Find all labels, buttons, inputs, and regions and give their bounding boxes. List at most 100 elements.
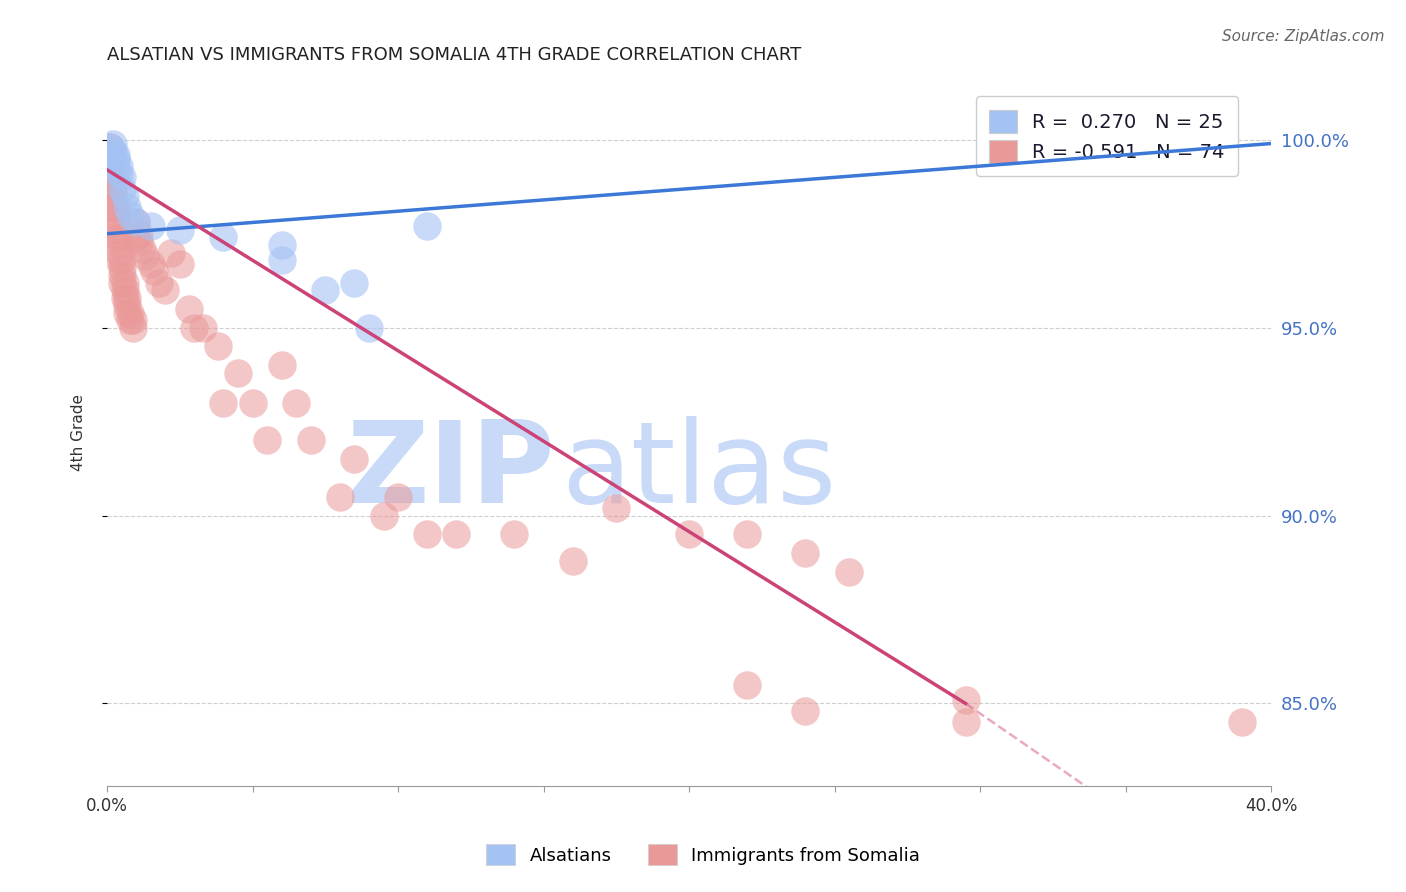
Point — [212, 230, 235, 244]
Point — [177, 301, 200, 316]
Point — [373, 508, 395, 523]
Point — [101, 170, 124, 185]
Point — [131, 242, 153, 256]
Point — [128, 227, 150, 241]
Point — [107, 230, 129, 244]
Point — [314, 283, 336, 297]
Point — [98, 162, 121, 177]
Point — [104, 215, 127, 229]
Point — [416, 219, 439, 234]
Point — [101, 144, 124, 158]
Point — [98, 155, 121, 169]
Point — [343, 452, 366, 467]
Point — [120, 313, 142, 327]
Point — [678, 527, 700, 541]
Point — [117, 201, 139, 215]
Text: ALSATIAN VS IMMIGRANTS FROM SOMALIA 4TH GRADE CORRELATION CHART: ALSATIAN VS IMMIGRANTS FROM SOMALIA 4TH … — [107, 46, 801, 64]
Point — [111, 181, 134, 195]
Point — [169, 257, 191, 271]
Point — [212, 396, 235, 410]
Point — [111, 268, 134, 282]
Point — [299, 434, 322, 448]
Point — [387, 490, 409, 504]
Point — [104, 201, 127, 215]
Point — [794, 546, 817, 560]
Point — [120, 306, 142, 320]
Point — [794, 704, 817, 718]
Point — [122, 320, 145, 334]
Point — [1230, 715, 1253, 730]
Point — [128, 234, 150, 248]
Point — [139, 257, 162, 271]
Point — [104, 208, 127, 222]
Point — [285, 396, 308, 410]
Point — [122, 313, 145, 327]
Point — [955, 715, 977, 730]
Point — [107, 238, 129, 252]
Point — [134, 249, 156, 263]
Point — [191, 320, 214, 334]
Point — [101, 136, 124, 151]
Point — [226, 366, 249, 380]
Point — [503, 527, 526, 541]
Point — [270, 358, 292, 372]
Point — [125, 230, 148, 244]
Point — [605, 501, 627, 516]
Y-axis label: 4th Grade: 4th Grade — [72, 394, 86, 471]
Legend: Alsatians, Immigrants from Somalia: Alsatians, Immigrants from Somalia — [479, 837, 927, 872]
Point — [114, 291, 136, 305]
Point — [101, 178, 124, 192]
Point — [104, 148, 127, 162]
Point — [104, 152, 127, 166]
Point — [256, 434, 278, 448]
Point — [120, 208, 142, 222]
Point — [101, 186, 124, 200]
Point — [416, 527, 439, 541]
Point — [735, 527, 758, 541]
Point — [1115, 136, 1137, 151]
Point — [111, 260, 134, 275]
Point — [107, 159, 129, 173]
Point — [117, 306, 139, 320]
Point — [169, 223, 191, 237]
Point — [114, 189, 136, 203]
Point — [117, 298, 139, 312]
Point — [98, 170, 121, 185]
Point — [160, 245, 183, 260]
Point — [343, 276, 366, 290]
Point — [142, 264, 165, 278]
Text: Source: ZipAtlas.com: Source: ZipAtlas.com — [1222, 29, 1385, 44]
Point — [107, 253, 129, 268]
Point — [183, 320, 205, 334]
Point — [104, 230, 127, 244]
Point — [111, 276, 134, 290]
Point — [270, 238, 292, 252]
Point — [101, 201, 124, 215]
Point — [561, 554, 583, 568]
Point — [329, 490, 352, 504]
Point — [104, 159, 127, 173]
Point — [101, 193, 124, 207]
Point — [98, 148, 121, 162]
Point — [838, 565, 860, 579]
Legend: R =  0.270   N = 25, R = -0.591   N = 74: R = 0.270 N = 25, R = -0.591 N = 74 — [976, 96, 1239, 177]
Point — [242, 396, 264, 410]
Point — [107, 245, 129, 260]
Point — [98, 140, 121, 154]
Point — [446, 527, 468, 541]
Point — [98, 148, 121, 162]
Point — [735, 678, 758, 692]
Point — [207, 339, 229, 353]
Point — [148, 276, 170, 290]
Text: ZIP: ZIP — [347, 417, 555, 527]
Point — [111, 170, 134, 185]
Point — [111, 253, 134, 268]
Point — [357, 320, 380, 334]
Point — [139, 219, 162, 234]
Point — [155, 283, 177, 297]
Point — [270, 253, 292, 268]
Point — [107, 167, 129, 181]
Point — [125, 215, 148, 229]
Point — [98, 140, 121, 154]
Point — [104, 223, 127, 237]
